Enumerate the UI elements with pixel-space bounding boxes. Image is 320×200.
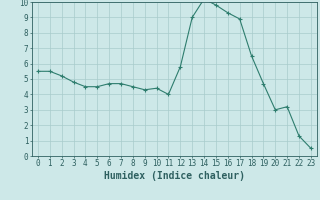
X-axis label: Humidex (Indice chaleur): Humidex (Indice chaleur) bbox=[104, 171, 245, 181]
